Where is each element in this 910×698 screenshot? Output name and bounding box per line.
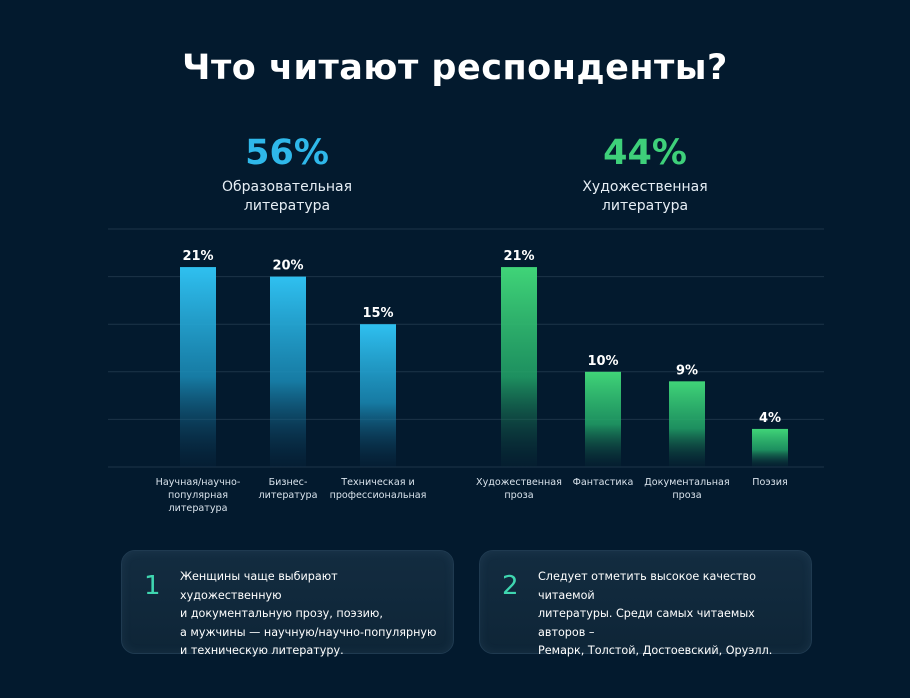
left-group-header: 56% Образовательная литература bbox=[157, 132, 417, 216]
left-group-label: Образовательная литература bbox=[221, 179, 353, 214]
bar bbox=[180, 267, 216, 467]
note-number: 1 bbox=[144, 571, 161, 601]
chart-labels: 21% Научная/научно-популярная литература 20… bbox=[156, 249, 788, 514]
category-label: Техническая и профессиональная bbox=[330, 477, 427, 501]
bar-value-label: 20% bbox=[272, 259, 303, 274]
note-card-2: 2 Следует отметить высокое качество чита… bbox=[479, 550, 812, 657]
bar bbox=[270, 276, 306, 467]
right-group-percent: 44% bbox=[603, 133, 687, 173]
note-text: Женщины чаще выбирают художественную и д… bbox=[180, 570, 437, 657]
category-label: Поэзия bbox=[752, 477, 787, 488]
page-title: Что читают респонденты? bbox=[182, 48, 728, 88]
note-card-1: 1 Женщины чаще выбирают художественную и… bbox=[121, 550, 454, 657]
bar-value-label: 15% bbox=[362, 306, 393, 321]
bar-chart: 21% Научная/научно-популярная литература 20… bbox=[108, 228, 824, 514]
category-label: Документальная проза bbox=[644, 477, 729, 501]
bar bbox=[585, 371, 621, 467]
chart-bars bbox=[180, 267, 788, 467]
note-number: 2 bbox=[502, 571, 519, 601]
right-group-header: 44% Художественная литература bbox=[515, 132, 775, 216]
category-label: Художественная проза bbox=[476, 477, 562, 501]
category-label: Фантастика bbox=[573, 477, 634, 488]
category-label: Научная/научно-популярная литература bbox=[156, 477, 241, 514]
bar bbox=[360, 324, 396, 467]
bar bbox=[501, 267, 537, 467]
left-group-percent: 56% bbox=[245, 133, 329, 173]
bar bbox=[669, 381, 705, 467]
bar-value-label: 10% bbox=[587, 354, 618, 369]
bar-value-label: 21% bbox=[182, 249, 213, 264]
category-label: Бизнес-литература bbox=[258, 477, 317, 501]
right-group-label: Художественная литература bbox=[582, 179, 708, 214]
bar bbox=[752, 428, 788, 467]
bar-value-label: 9% bbox=[676, 363, 698, 378]
bar-value-label: 4% bbox=[759, 411, 781, 426]
bar-value-label: 21% bbox=[503, 249, 534, 264]
note-text: Следует отметить высокое качество читаем… bbox=[538, 570, 773, 657]
